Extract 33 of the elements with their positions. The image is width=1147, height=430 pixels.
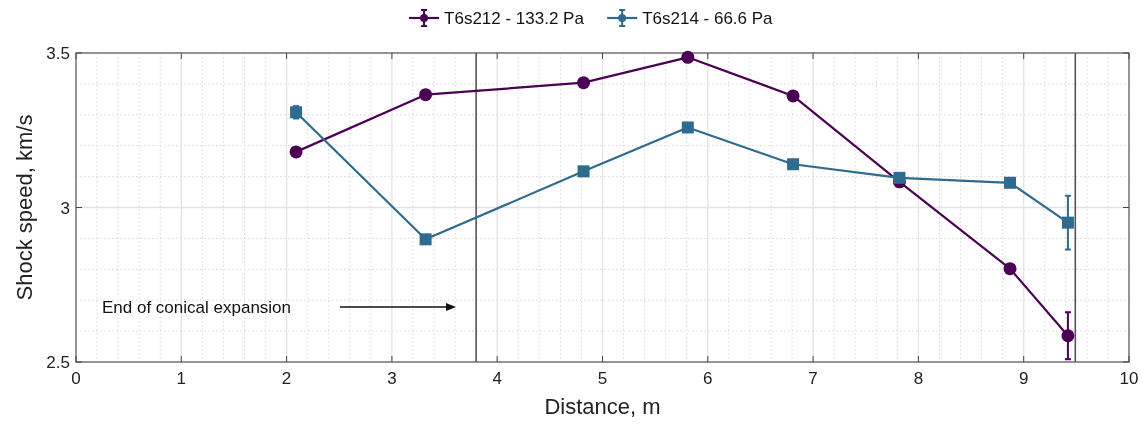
- x-tick-label: 9: [1018, 369, 1029, 388]
- point: [681, 121, 694, 134]
- x-tick-label: 8: [913, 369, 924, 388]
- x-tick-label: 1: [176, 369, 187, 388]
- point: [786, 89, 800, 103]
- x-tick-label: 3: [387, 369, 397, 388]
- point: [893, 171, 906, 184]
- point: [1061, 329, 1075, 343]
- point: [289, 145, 303, 159]
- y-tick-label: 3.5: [46, 44, 70, 63]
- x-tick-label: 2: [281, 369, 292, 388]
- point: [577, 165, 590, 178]
- legend-label: T6s214 - 66.6 Pa: [642, 9, 774, 28]
- point: [419, 233, 432, 246]
- point: [787, 158, 800, 171]
- point: [681, 50, 695, 64]
- annotation: End of conical expansion: [102, 298, 292, 317]
- point: [577, 76, 591, 90]
- x-tick-label: 6: [703, 369, 713, 388]
- legend-label: T6s212 - 133.2 Pa: [444, 9, 585, 28]
- x-tick-label: 5: [597, 369, 608, 388]
- x-tick-label: 0: [71, 369, 81, 388]
- y-axis-title: Shock speed, km/s: [12, 114, 37, 301]
- point: [1061, 216, 1074, 229]
- x-axis-title: Distance, m: [544, 394, 661, 419]
- point: [419, 88, 433, 102]
- point: [1003, 262, 1017, 276]
- y-tick-label: 2.5: [46, 353, 70, 372]
- x-tick-label: 4: [492, 369, 502, 388]
- x-tick-label: 7: [808, 369, 818, 388]
- point: [1004, 176, 1017, 189]
- y-tick-label: 3: [60, 198, 70, 218]
- x-tick-label: 10: [1119, 369, 1139, 388]
